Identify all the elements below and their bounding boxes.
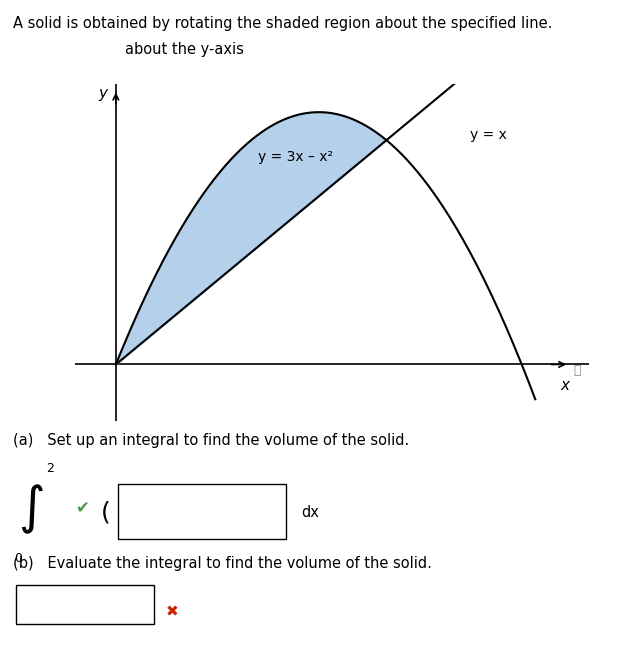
Text: about the y-axis: about the y-axis (125, 42, 245, 57)
Text: dx: dx (302, 505, 319, 520)
Text: 0: 0 (14, 552, 23, 565)
Text: $\int$: $\int$ (18, 482, 43, 536)
Text: 2: 2 (46, 462, 54, 475)
Text: x: x (561, 378, 569, 393)
Text: A solid is obtained by rotating the shaded region about the specified line.: A solid is obtained by rotating the shad… (13, 16, 552, 31)
Text: ⓘ: ⓘ (573, 364, 581, 377)
Text: ): ) (270, 500, 279, 524)
Text: (b)   Evaluate the integral to find the volume of the solid.: (b) Evaluate the integral to find the vo… (13, 556, 431, 571)
Text: y = x: y = x (470, 127, 507, 142)
Text: ✔: ✔ (75, 500, 88, 518)
Text: ✖: ✖ (238, 520, 251, 535)
Text: ✖: ✖ (166, 604, 179, 620)
Text: (: ( (101, 500, 111, 524)
FancyBboxPatch shape (16, 585, 154, 624)
Text: y = 3x – x²: y = 3x – x² (258, 150, 333, 164)
Text: (a)   Set up an integral to find the volume of the solid.: (a) Set up an integral to find the volum… (13, 433, 409, 448)
FancyBboxPatch shape (118, 483, 287, 538)
Text: y: y (98, 85, 108, 100)
